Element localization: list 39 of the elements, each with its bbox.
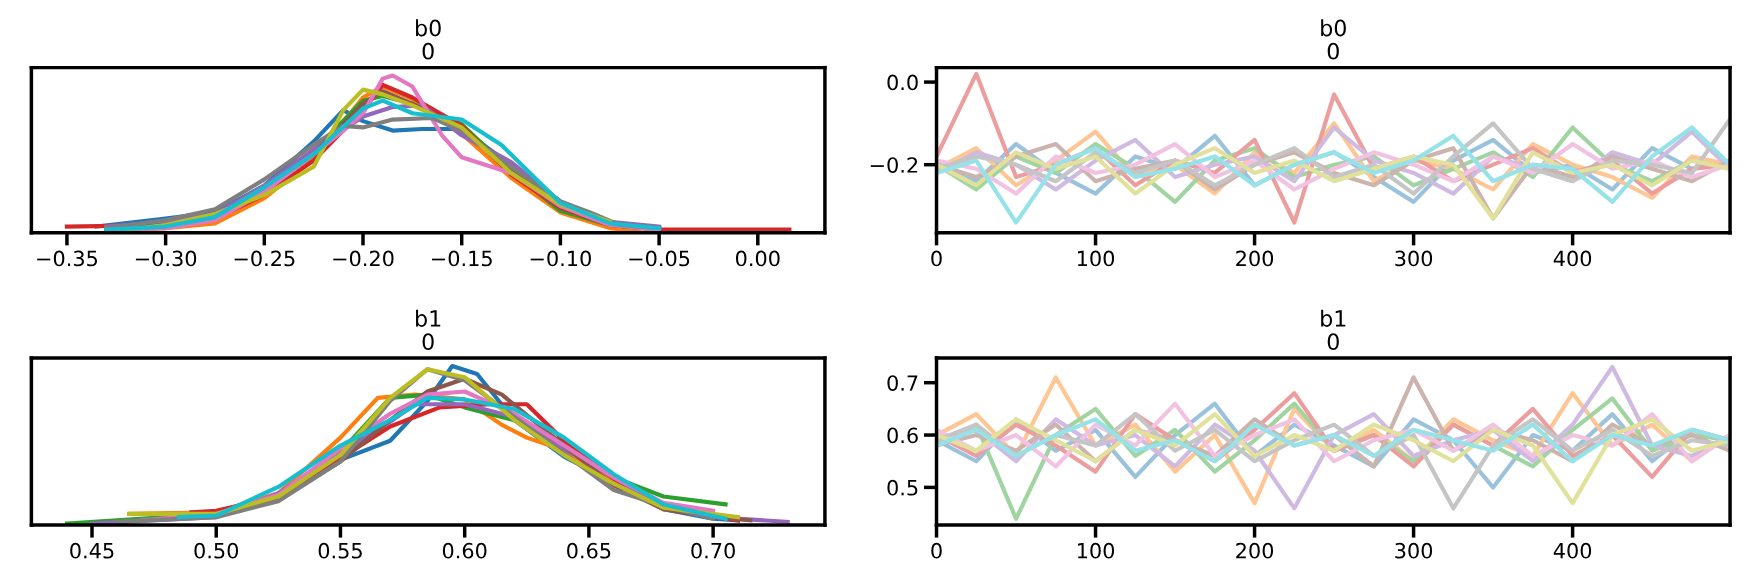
y-tick-label: 0.6 [887, 427, 918, 444]
x-tick-label: −0.30 [135, 250, 197, 267]
chart-title: b0 [416, 19, 441, 37]
x-tick-label: 0 [931, 542, 942, 559]
x-tick-label: 200 [1236, 250, 1274, 267]
chart-subtitle: 0 [422, 333, 434, 351]
x-tick-label: 300 [1395, 250, 1433, 267]
x-tick-label: 0.55 [318, 542, 362, 559]
x-tick-label: 100 [1077, 542, 1115, 559]
line-series [936, 125, 1731, 225]
x-tick-label: −0.05 [629, 250, 690, 267]
x-tick-label: 100 [1077, 250, 1115, 267]
x-tick-label: 200 [1236, 542, 1274, 559]
x-tick-label: −0.35 [37, 250, 98, 267]
y-tick-label: 0.7 [887, 375, 918, 391]
x-tick-label: 0.50 [194, 542, 239, 559]
chart-title: b0 [1321, 19, 1346, 37]
chart-subtitle: 0 [422, 42, 434, 60]
y-tick-label: 0.0 [887, 74, 918, 91]
x-tick-label: 0.00 [735, 250, 780, 267]
y-tick-label: 0.5 [887, 479, 918, 496]
y-tick-label: −0.2 [870, 157, 918, 173]
chart-subtitle: 0 [1327, 42, 1339, 60]
x-tick-label: −0.10 [530, 250, 591, 267]
x-tick-label: 0 [931, 250, 942, 267]
x-tick-label: 0.45 [70, 542, 114, 559]
x-tick-label: 0.70 [691, 542, 735, 559]
x-tick-label: −0.15 [431, 250, 492, 267]
x-tick-label: −0.25 [234, 250, 295, 267]
chart-title: b1 [416, 309, 441, 327]
x-tick-label: 0.60 [442, 542, 487, 559]
x-tick-label: 400 [1553, 542, 1592, 559]
line-series [936, 417, 1731, 464]
x-tick-label: 0.65 [567, 542, 611, 559]
chart-subtitle: 0 [1327, 333, 1339, 351]
x-tick-label: 400 [1553, 250, 1592, 267]
x-tick-label: 300 [1395, 542, 1433, 559]
x-tick-label: −0.20 [333, 250, 394, 267]
chart-title: b1 [1321, 309, 1346, 327]
